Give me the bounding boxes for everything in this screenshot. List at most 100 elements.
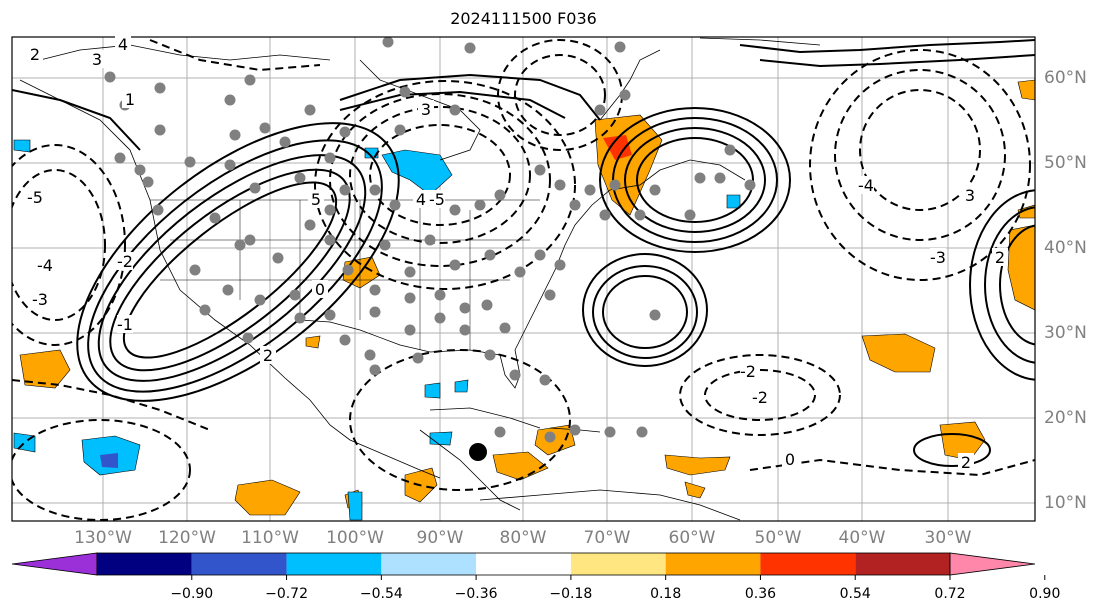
colorbar-tick-label: −0.18: [549, 586, 593, 602]
cuba: [429, 407, 541, 429]
latitude-label: 10°N: [1044, 493, 1087, 513]
longitude-label: 120°W: [158, 528, 216, 548]
contour-dashed: [369, 124, 511, 226]
latitude-label: 50°N: [1044, 153, 1087, 173]
contour-label: 2: [30, 45, 40, 64]
contour-label-bg: [27, 188, 43, 206]
contour-dashed: [12, 379, 211, 431]
shaded-region-orange: [664, 454, 731, 476]
map-frame: [11, 36, 1036, 522]
contour-label: -2: [740, 362, 756, 381]
contour-dashed: [12, 144, 126, 346]
contour-label-bg: [27, 45, 43, 63]
shaded-region-orange: [305, 335, 321, 349]
contour-label: -3: [32, 290, 48, 309]
longitude-label: 90°W: [416, 528, 464, 548]
shaded-region-blue: [424, 382, 441, 399]
contour-label: 1: [125, 90, 135, 109]
colorbar-bin: [476, 553, 571, 575]
contour-solid: [109, 168, 351, 372]
longitude-label: 60°W: [668, 528, 716, 548]
contour-label: -2: [117, 252, 133, 271]
colorbar-under-arrow: [11, 552, 98, 576]
colorbar-tick-label: 0.54: [839, 586, 871, 602]
contour-label-bg: [930, 248, 946, 266]
longitude-label: 110°W: [241, 528, 299, 548]
contour-label-bg: [740, 362, 756, 380]
colorbar-bin: [665, 553, 761, 575]
contour-solid: [636, 137, 754, 223]
colorbar-tick-label: 0.18: [650, 586, 682, 602]
south-america-coast: [479, 489, 741, 521]
contour-label: 4: [118, 35, 128, 54]
shaded-region-orange: [534, 424, 576, 456]
colorbar: [11, 552, 1046, 580]
dashed-contours: [12, 39, 1035, 521]
contour-label-bg: [37, 256, 53, 274]
coastline-labrador: [599, 49, 661, 121]
contour-dashed: [834, 69, 1006, 241]
station-dots: [104, 37, 756, 443]
contour-label: 0: [315, 280, 325, 299]
contour-label: -5: [429, 190, 445, 209]
longitude-label: 70°W: [583, 528, 631, 548]
contour-label-bg: [429, 190, 445, 208]
contour-label-bg: [115, 35, 131, 53]
contour-label: 4: [416, 190, 426, 209]
shaded-region-orange: [1017, 79, 1035, 101]
contour-label-bg: [992, 248, 1008, 266]
contour-label-bg: [413, 190, 429, 208]
contour-solid: [12, 89, 141, 151]
shaded-region-blue: [13, 139, 31, 153]
contour-label: 3: [92, 50, 102, 69]
contour-solid: [339, 73, 601, 121]
contour-label: -3: [930, 248, 946, 267]
contour-solid: [739, 39, 1035, 54]
shaded-region-red: [603, 135, 632, 160]
contour-label-bg: [308, 190, 324, 208]
longitude-label: 30°W: [924, 528, 972, 548]
contour-label-bg: [858, 176, 874, 194]
contour-dashed: [349, 106, 531, 244]
contour-label-bg: [752, 388, 768, 406]
contour-solid: [599, 107, 791, 253]
canada-coast: [39, 44, 331, 61]
contour-solid: [913, 433, 991, 467]
shaded-region-blue: [347, 491, 363, 521]
contour-dashed: [349, 349, 571, 491]
contour-dashed: [314, 80, 576, 290]
contour-label-bg: [312, 280, 328, 298]
longitude-label: 100°W: [326, 528, 384, 548]
contour-solid: [97, 154, 367, 382]
contour-label-bg: [89, 50, 105, 68]
colorbar-bin: [191, 553, 287, 575]
shaded-region-darkblue: [100, 453, 118, 468]
latitude-label: 40°N: [1044, 238, 1087, 258]
shaded-region-orange: [19, 349, 71, 389]
coastline-east-coast: [514, 159, 746, 351]
contour-dashed: [329, 93, 551, 267]
colorbar-bin: [570, 553, 666, 575]
contour-label: 0: [785, 450, 795, 469]
longitude-label: 130°W: [74, 528, 132, 548]
colorbar-tick-label: −0.72: [265, 586, 308, 602]
contour-dashed: [749, 458, 1035, 477]
contour-label-bg: [117, 252, 133, 270]
colorbar-bin: [760, 553, 856, 575]
contour-label-bg: [260, 346, 276, 364]
contour-label-bg: [418, 100, 434, 118]
colorbar-frame: [96, 552, 951, 576]
contour-label-bg: [782, 450, 798, 468]
shaded-region-orange: [684, 481, 706, 499]
contour-solid: [624, 127, 766, 233]
contour-label-bg: [122, 90, 138, 108]
storm-center-marker: [469, 443, 487, 461]
contour-dashed: [704, 369, 816, 421]
shaded-region-blue: [429, 431, 453, 446]
contour-label: 2: [263, 346, 273, 365]
longitude-label: 50°W: [754, 528, 802, 548]
contour-label: -1: [117, 315, 133, 334]
shaded-region-blue: [381, 149, 453, 196]
latitude-label: 30°N: [1044, 323, 1087, 343]
